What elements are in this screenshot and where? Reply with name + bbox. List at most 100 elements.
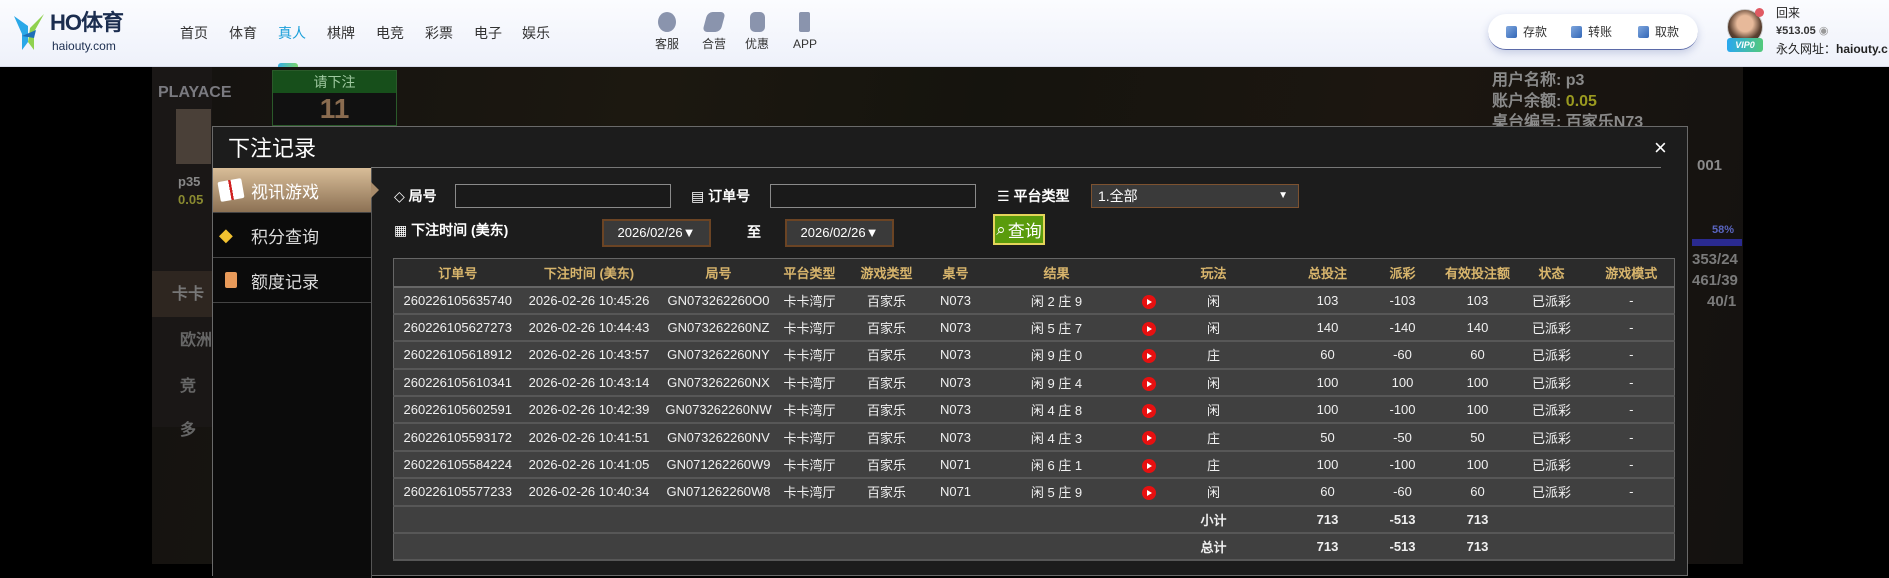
diamond-icon: ◆ [219, 224, 233, 245]
cell-table-no: N073 [934, 313, 977, 343]
cell-result: 闲 9 庄 0 [976, 341, 1137, 370]
empty-cell [1514, 505, 1675, 535]
tag-icon: ◇ [394, 188, 405, 204]
cell-bet-time: 2026-02-26 10:45:26 [521, 286, 657, 315]
coupon-icon[interactable] [750, 12, 765, 32]
cell-valid-bet: 60 [1440, 478, 1515, 507]
subtotal-valid-bet: 713 [1440, 505, 1515, 535]
cell-status: 已派彩 [1514, 396, 1589, 425]
play-video-icon[interactable] [1141, 294, 1156, 309]
column-header-platform: 平台类型 [780, 258, 839, 288]
cell-game-type: 百家乐 [838, 286, 935, 315]
cell-result: 闲 6 庄 1 [976, 450, 1137, 480]
logo-icon[interactable] [12, 12, 46, 52]
play-video-icon[interactable] [1141, 349, 1156, 364]
cell-game-mode: - [1588, 286, 1675, 315]
nav-slots[interactable]: 电子 [474, 25, 502, 41]
cell-status: 已派彩 [1514, 450, 1589, 480]
play-video-icon[interactable] [1141, 321, 1156, 336]
cell-result: 闲 5 庄 7 [976, 313, 1137, 343]
column-header-payout: 派彩 [1364, 258, 1441, 288]
nav-esports[interactable]: 电竞 [376, 25, 404, 41]
quick-service[interactable]: 客服 [654, 37, 679, 51]
left-menu-active [152, 271, 212, 317]
progress-label: 58% [1712, 224, 1735, 236]
nav-home[interactable]: 首页 [180, 25, 208, 41]
time-label: 下注时间 (美东) [411, 222, 509, 238]
sidebar-item-label: 额度记录 [251, 272, 319, 292]
platform-filter-label: ☰ 平台类型 [997, 187, 1069, 205]
left-balance: 0.05 [178, 192, 204, 207]
eye-icon[interactable]: ◉ [1818, 25, 1829, 37]
url-value[interactable]: haiouty.c [1836, 42, 1888, 56]
deposit-icon [1506, 26, 1517, 38]
sidebar-item-label: 积分查询 [251, 227, 319, 247]
quick-promo[interactable]: 优惠 [744, 37, 769, 51]
quick-app[interactable]: APP [792, 37, 817, 51]
cell-order-no: 260226105602591 [393, 396, 522, 425]
transfer-button[interactable]: 转账 [1571, 24, 1612, 40]
column-header-order-no: 订单号 [393, 258, 522, 288]
nav-chess[interactable]: 棋牌 [327, 25, 355, 41]
logo-title[interactable]: HO体育 [50, 10, 124, 35]
nav-entertainment[interactable]: 娱乐 [522, 25, 550, 41]
left-username: p35 [178, 174, 201, 189]
cell-status: 已派彩 [1514, 423, 1589, 452]
cell-total-bet: 50 [1290, 423, 1365, 452]
cell-bet-time: 2026-02-26 10:43:14 [521, 368, 657, 398]
query-label: 查询 [1007, 222, 1042, 241]
nav-lottery[interactable]: 彩票 [425, 25, 453, 41]
bet-record-modal: 下注记录 × 视讯游戏 ◆ 积分查询 额度记录 ◇ 局号 ▤ 订单号 ☰ 平台类… [212, 126, 1688, 578]
record-sidebar: 视讯游戏 ◆ 积分查询 额度记录 [213, 168, 379, 578]
table-row: 260226105593172 2026-02-26 10:41:51 GN0732… [393, 423, 1675, 452]
cell-bet-time: 2026-02-26 10:42:39 [521, 396, 657, 425]
cell-bet-type: 闲 [1136, 368, 1291, 398]
logo-subtitle: haiouty.com [52, 39, 116, 53]
cell-game-type: 百家乐 [838, 396, 935, 425]
play-video-icon[interactable] [1141, 486, 1156, 501]
order-input[interactable] [770, 184, 976, 208]
headset-icon[interactable] [658, 12, 676, 32]
cell-valid-bet: 100 [1440, 396, 1515, 425]
cell-payout: -103 [1364, 286, 1441, 315]
playace-logo: PLAYACE [158, 84, 232, 101]
cell-round-no: GN073262260NX [656, 368, 781, 398]
platform-select[interactable]: 1.全部 ▼ [1091, 184, 1299, 208]
cell-valid-bet: 100 [1440, 450, 1515, 480]
withdraw-button[interactable]: 取款 [1638, 24, 1679, 40]
close-button[interactable]: × [1654, 135, 1667, 160]
date-to-picker[interactable]: 2026/02/26▼ [785, 219, 894, 247]
play-video-icon[interactable] [1141, 404, 1156, 419]
user-greeting: 回来 [1776, 6, 1801, 20]
play-video-icon[interactable] [1141, 376, 1156, 391]
subtotal-label: 小计 [1136, 505, 1291, 535]
cell-round-no: GN073262260O0 [656, 286, 781, 315]
handshake-icon[interactable] [702, 12, 726, 32]
platform-value: 1.全部 [1098, 188, 1138, 204]
cell-status: 已派彩 [1514, 478, 1589, 507]
quick-partner[interactable]: 合营 [701, 37, 726, 51]
bet-type-text: 闲 [1206, 403, 1220, 419]
cell-game-mode: - [1588, 478, 1675, 507]
phone-icon[interactable] [799, 12, 810, 32]
deposit-button[interactable]: 存款 [1506, 24, 1547, 40]
sidebar-item-label: 视讯游戏 [251, 182, 319, 202]
cell-round-no: GN073262260NZ [656, 313, 781, 343]
order-label: 订单号 [708, 188, 751, 204]
total-row: 总计 713 -513 713 [393, 533, 1675, 562]
cell-result: 闲 5 庄 9 [976, 478, 1137, 507]
date-from-picker[interactable]: 2026/02/26▼ [602, 219, 711, 247]
sidebar-item-credit[interactable]: 额度记录 [213, 258, 371, 303]
nav-sports[interactable]: 体育 [229, 25, 257, 41]
cell-order-no: 260226105618912 [393, 341, 522, 370]
play-video-icon[interactable] [1141, 431, 1156, 446]
info-balance: 账户余额: 0.05 [1492, 92, 1597, 111]
nav-live[interactable]: 真人 [278, 25, 306, 41]
query-button[interactable]: ⌕ 查询 [993, 214, 1045, 245]
round-input[interactable] [455, 184, 671, 208]
platform-label: 平台类型 [1013, 188, 1070, 204]
info-round: 001 [1697, 157, 1723, 174]
sidebar-item-points[interactable]: ◆ 积分查询 [213, 213, 371, 258]
sidebar-item-live-games[interactable]: 视讯游戏 [213, 168, 379, 213]
play-video-icon[interactable] [1141, 458, 1156, 473]
